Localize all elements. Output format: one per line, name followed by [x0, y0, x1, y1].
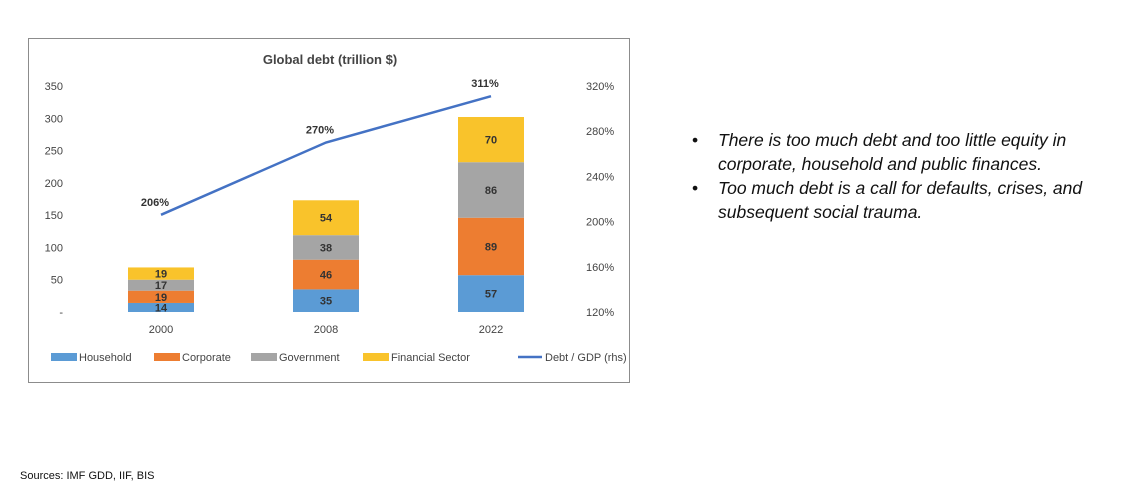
legend-label: Financial Sector	[391, 352, 470, 364]
bar-segment-corporate	[293, 259, 359, 290]
bar-segment-financial-sector	[293, 200, 359, 236]
bar-data-label: 54	[320, 213, 333, 225]
bar-segment-household	[293, 289, 359, 312]
bar-data-label: 57	[485, 289, 497, 301]
y-left-tick-label: 350	[45, 81, 63, 93]
source-note: Sources: IMF GDD, IIF, BIS	[20, 470, 155, 482]
y-left-tick-label: 150	[45, 210, 63, 222]
debt-gdp-line	[160, 94, 492, 216]
y-right-tick-label: 160%	[586, 262, 614, 274]
bullet-marker: •	[692, 130, 699, 150]
bar-data-label: 89	[485, 241, 497, 253]
bar-data-label: 19	[155, 292, 167, 304]
legend-label: Debt / GDP (rhs)	[545, 352, 627, 364]
bar-segment-government	[128, 279, 194, 291]
bullet-text: Too much debt is a call for defaults, cr…	[718, 178, 1083, 222]
bar-segment-government	[293, 235, 359, 260]
y-left-tick-label: -	[59, 307, 63, 319]
y-right-tick-label: 120%	[586, 307, 614, 319]
y-left-tick-label: 200	[45, 178, 63, 190]
chart-frame: Global debt (trillion $) - 50 100 150 200 250 3…	[28, 38, 630, 383]
bar-segment-government	[458, 162, 524, 218]
bar-segment-corporate	[128, 290, 194, 303]
bar-data-label: 35	[320, 296, 332, 308]
y-right-tick-label: 240%	[586, 171, 614, 183]
bullet-list: • There is too much debt and too little e…	[690, 128, 1100, 224]
line-data-label: 311%	[471, 78, 499, 90]
bullet-text: There is too much debt and too little eq…	[718, 130, 1067, 174]
y-left-tick-label: 250	[45, 146, 63, 158]
line-data-label: 206%	[141, 197, 169, 209]
y-right-tick-label: 280%	[586, 126, 614, 138]
bar-data-label: 38	[320, 242, 332, 254]
bullet-item: • There is too much debt and too little e…	[690, 128, 1100, 176]
bar-segment-financial-sector	[128, 267, 194, 280]
bar-data-label: 70	[485, 135, 497, 147]
y-left-tick-label: 300	[45, 113, 63, 125]
bar-data-label: 46	[320, 270, 332, 282]
legend-swatch	[51, 353, 77, 361]
bar-data-label: 19	[155, 269, 167, 281]
bar-segment-household	[128, 302, 194, 312]
bullet-item: • Too much debt is a call for defaults, c…	[690, 176, 1100, 224]
bar-data-label: 14	[155, 302, 168, 314]
legend-label: Corporate	[182, 352, 231, 364]
bar-data-label: 86	[485, 185, 497, 197]
legend-label: Government	[279, 352, 340, 364]
bar-segment-financial-sector	[458, 116, 524, 163]
chart-title: Global debt (trillion $)	[263, 52, 397, 67]
bar-data-label: 17	[155, 280, 167, 292]
x-tick-label: 2008	[314, 324, 338, 336]
line-data-label: 270%	[306, 125, 334, 137]
legend-swatch	[363, 353, 389, 361]
legend-swatch	[251, 353, 277, 361]
global-debt-chart: Global debt (trillion $) - 50 100 150 200 250 3…	[45, 52, 627, 364]
bar-segment-household	[458, 275, 524, 312]
x-tick-label: 2022	[479, 324, 503, 336]
y-right-tick-label: 200%	[586, 217, 614, 229]
legend-label: Household	[79, 352, 132, 364]
y-left-tick-label: 100	[45, 242, 63, 254]
legend-swatch	[154, 353, 180, 361]
y-left-tick-label: 50	[51, 275, 63, 287]
x-tick-label: 2000	[149, 324, 173, 336]
y-right-tick-label: 320%	[586, 81, 614, 93]
bullet-marker: •	[692, 178, 699, 198]
bar-segment-corporate	[458, 217, 524, 276]
